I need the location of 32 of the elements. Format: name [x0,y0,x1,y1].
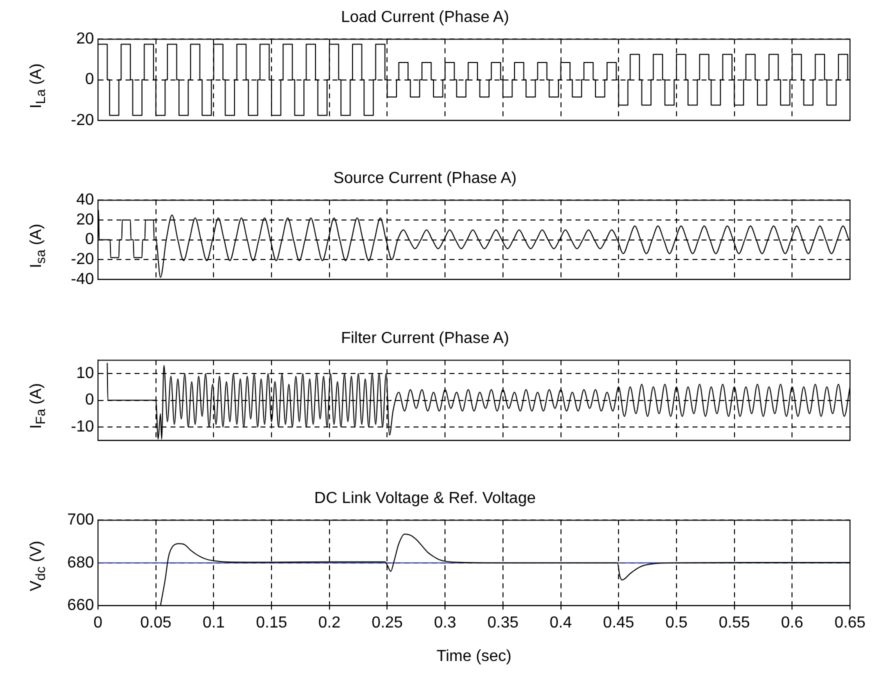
y-tick-label: 700 [67,512,94,529]
y-tick-label: 20 [76,211,94,228]
x-tick-label: 0.5 [665,614,688,632]
x-axis-title: Time (sec) [436,648,512,665]
y-tick-label: -20 [70,251,94,268]
chart-title: Source Current (Phase A) [333,170,517,188]
y-tick-label: 0 [85,392,94,409]
y-tick-label: -20 [70,112,94,129]
y-tick-label: 0 [85,231,94,248]
y-tick-label: 0 [85,71,94,88]
x-tick-label: 0.45 [603,614,634,632]
x-tick-label: 0.65 [834,614,866,632]
chart-title: Load Current (Phase A) [340,9,510,26]
x-tick-label: 0.3 [434,614,456,632]
x-tick-label: 0.15 [256,614,288,632]
x-tick-label: 0.05 [140,614,172,632]
y-tick-label: 680 [67,554,94,572]
y-tick-label: -40 [70,270,94,288]
y-tick-label: 660 [67,597,94,614]
y-tick-label: 10 [76,364,94,382]
x-tick-label: 0.6 [781,614,804,632]
x-tick-label: 0.4 [550,614,572,632]
x-tick-label: 0.35 [487,614,519,632]
chart-title: DC Link Voltage & Ref. Voltage [314,490,536,508]
y-tick-label: -10 [70,418,94,436]
chart-title: Filter Current (Phase A) [340,330,510,348]
x-tick-label: 0.2 [318,614,341,632]
y-tick-label: 20 [76,30,94,48]
x-tick-label: 0.1 [202,614,225,632]
x-tick-label: 0.55 [718,614,750,632]
y-tick-label: 40 [76,192,94,209]
x-tick-label: 0.25 [372,614,403,632]
